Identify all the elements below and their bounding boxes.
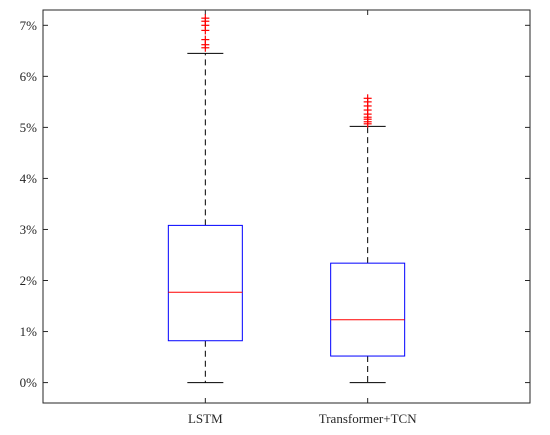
- box-series: [167, 14, 406, 384]
- box-1: [167, 14, 243, 384]
- y-tick-label: 1%: [20, 324, 38, 339]
- y-axis: 0% 1% 2% 3% 4% 5% 6% 7%: [20, 18, 530, 390]
- y-tick-label: 3%: [20, 222, 38, 237]
- x-tick-label: Transformer+TCN: [319, 411, 417, 426]
- y-tick-label: 4%: [20, 171, 38, 186]
- iqr-box: [167, 224, 243, 342]
- box-2: [330, 94, 406, 384]
- iqr-box: [330, 262, 406, 357]
- y-tick-label: 7%: [20, 18, 38, 33]
- y-tick-label: 6%: [20, 69, 38, 84]
- x-axis: LSTM Transformer+TCN: [188, 10, 417, 426]
- outlier-marker: [201, 14, 210, 23]
- outlier-marker: [363, 94, 372, 103]
- y-tick-label: 5%: [20, 120, 38, 135]
- outlier-marker: [201, 35, 210, 44]
- y-tick-label: 2%: [20, 273, 38, 288]
- plot-area: [42, 9, 531, 404]
- y-tick-label: 0%: [20, 375, 38, 390]
- x-tick-label: LSTM: [188, 411, 223, 426]
